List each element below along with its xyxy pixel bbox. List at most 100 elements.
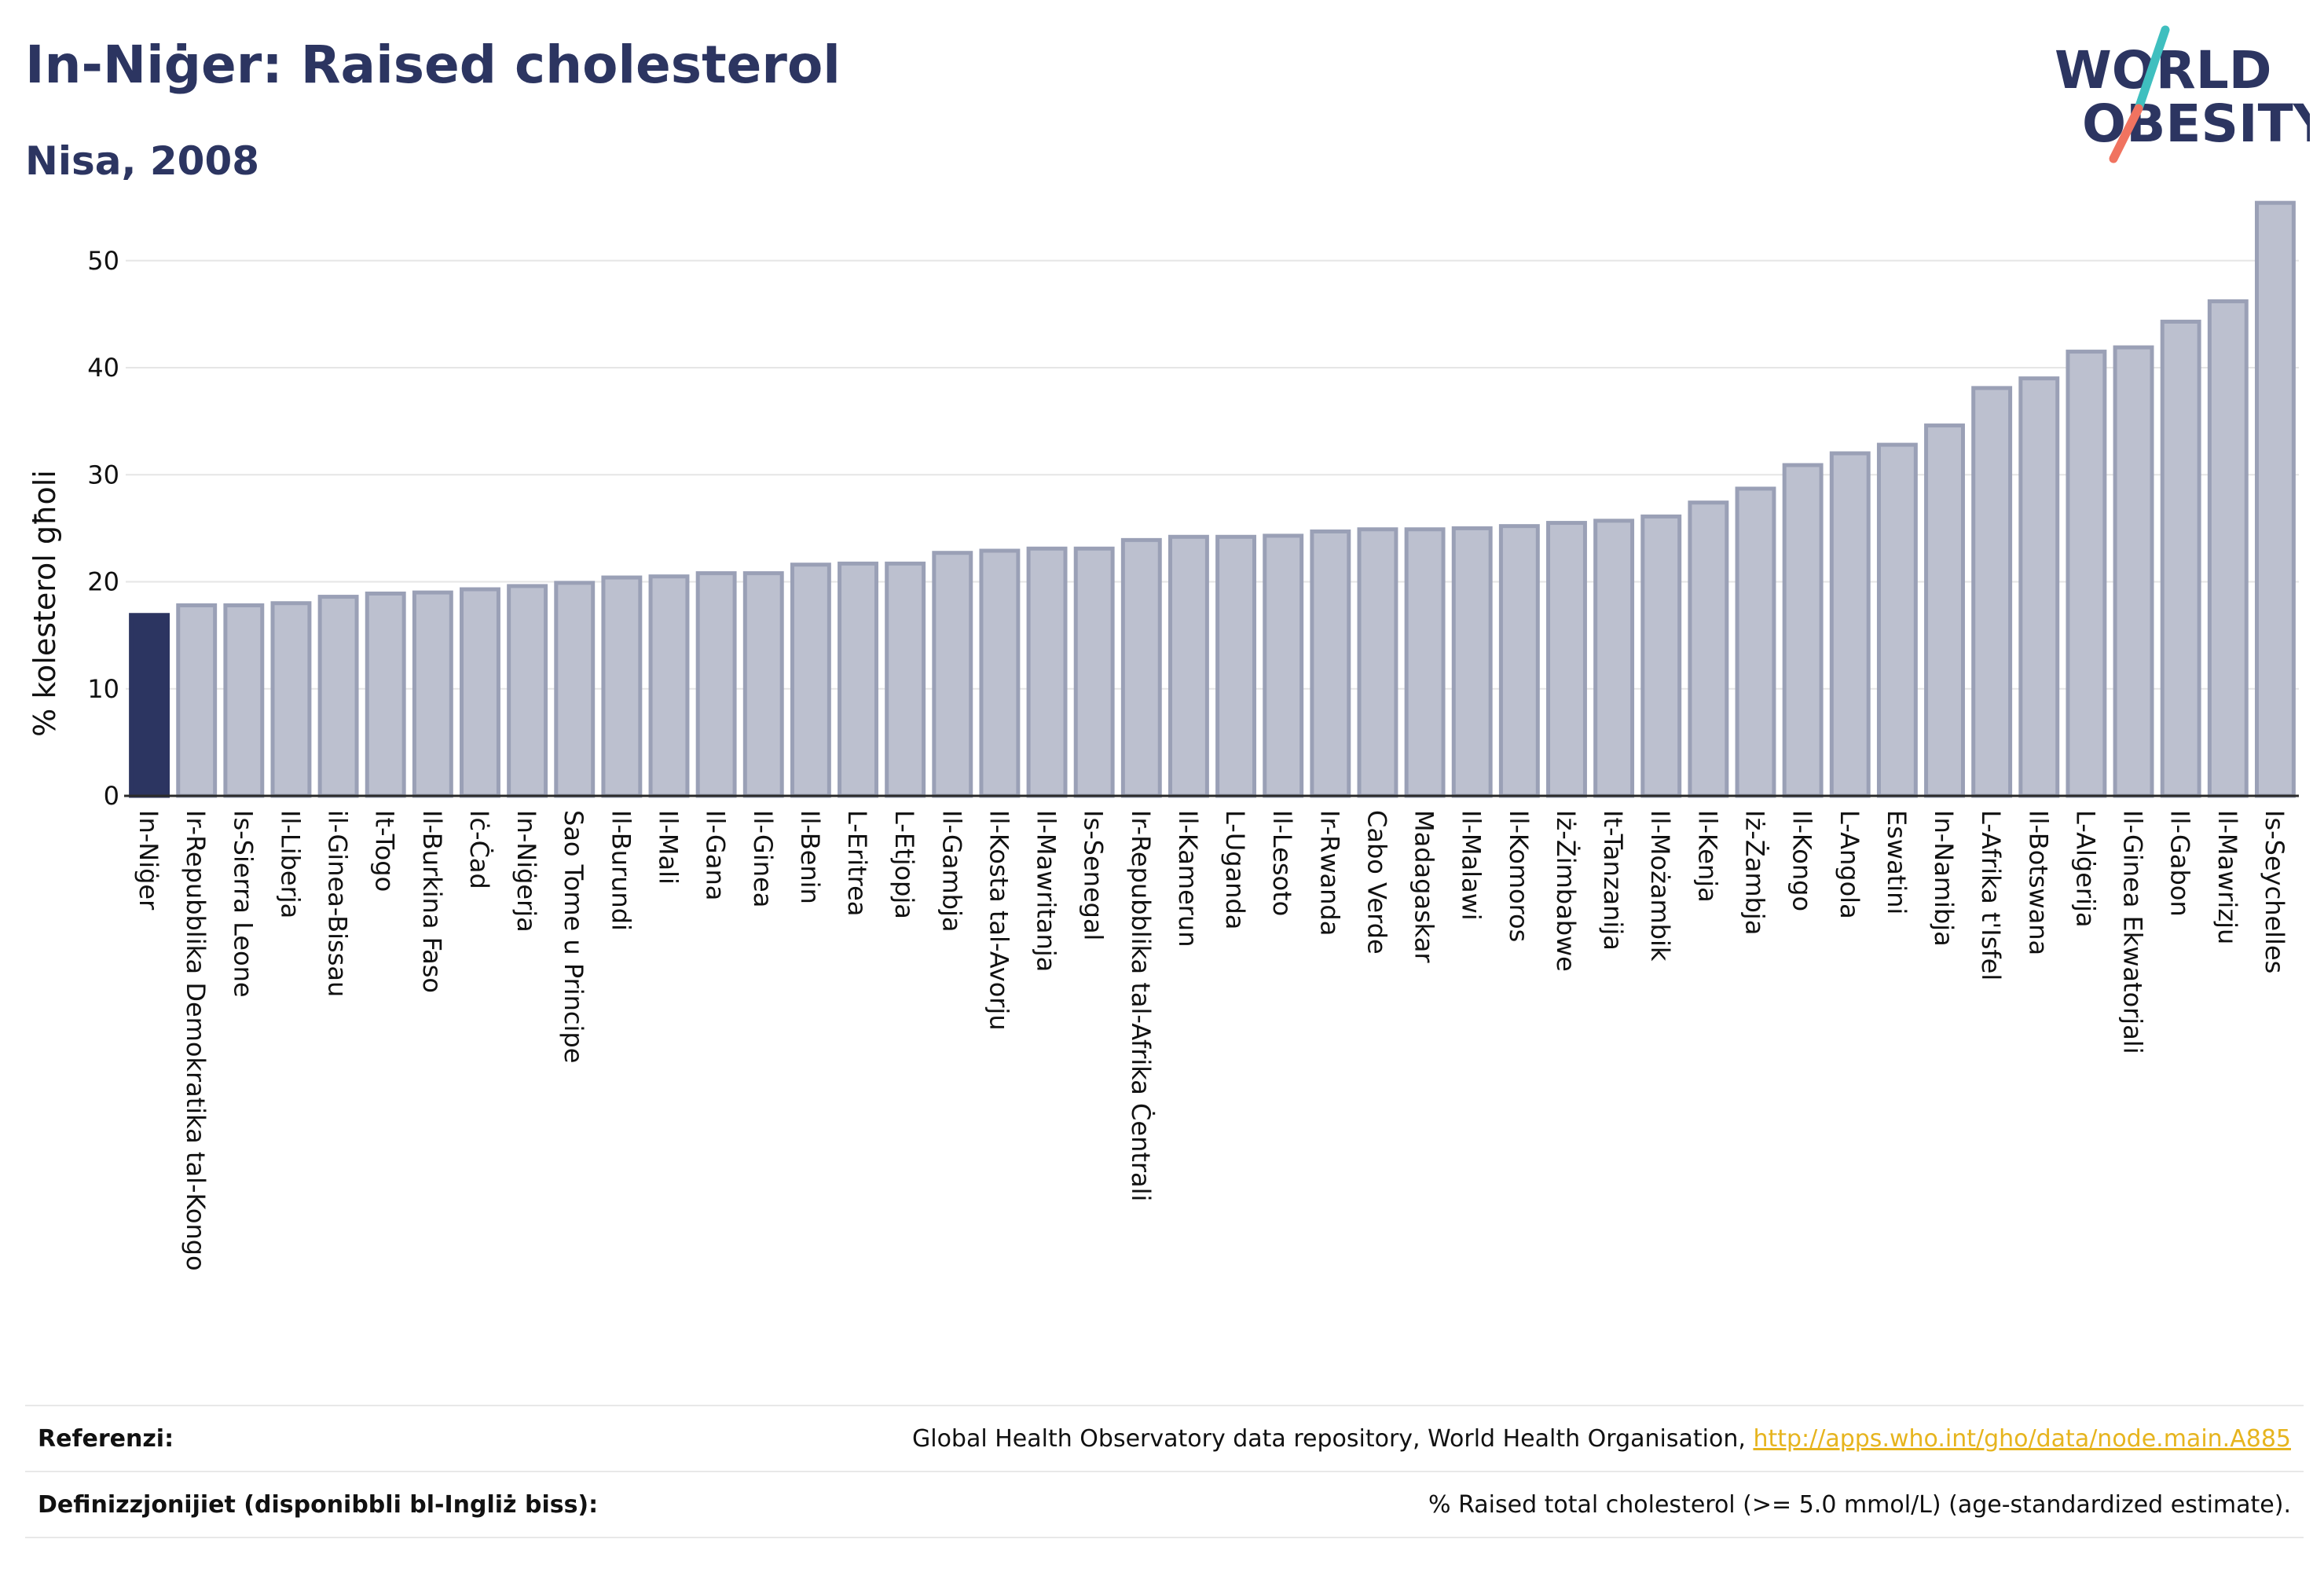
bar[interactable] <box>885 561 926 798</box>
x-tick-label: Il-Kosta tal-Avorju <box>984 810 1014 1031</box>
bar[interactable] <box>270 601 312 798</box>
bar-chart: 0 10 20 30 40 50 In-Niġer Ir-Repubblika Demokr… <box>27 200 2299 1271</box>
x-tick-label: Il-Kongo <box>1787 810 1817 911</box>
bar[interactable] <box>979 548 1021 798</box>
x-tick-label: Sao Tome u Principe <box>559 810 588 1063</box>
bar[interactable] <box>2254 200 2296 798</box>
bar[interactable] <box>601 575 643 798</box>
x-tick-label: Il-Komoros <box>1504 810 1534 942</box>
bar[interactable] <box>2160 319 2201 798</box>
bar-layer <box>124 200 2299 798</box>
x-tick-label: Il-Malawi <box>1457 810 1486 921</box>
bar[interactable] <box>507 584 548 798</box>
x-tick-label: Il-Możambik <box>1645 810 1675 962</box>
footer-definitions-row: Definizzjonijiet (disponibbli bl-Ingliż … <box>25 1471 2304 1538</box>
bar[interactable] <box>1310 529 1351 798</box>
bar[interactable] <box>1357 527 1398 798</box>
bar[interactable] <box>1971 386 2013 798</box>
bar[interactable] <box>223 603 265 798</box>
bar[interactable] <box>176 603 218 798</box>
x-tick-label: Madagaskar <box>1409 810 1439 963</box>
bar[interactable] <box>1498 524 1540 798</box>
x-tick-label: Il-Ginea Ekwatorjali <box>2118 810 2148 1054</box>
chart-subtitle: Nisa, 2008 <box>25 138 260 184</box>
x-tick-label: L-Angola <box>1835 810 1864 919</box>
logo-word-world: WORLD <box>2055 40 2272 101</box>
bar[interactable] <box>1451 526 1493 798</box>
x-tick-label: L-Eritrea <box>842 810 872 916</box>
x-tick-label: In-Niġer <box>134 810 163 911</box>
logo-slash-teal <box>2134 25 2170 113</box>
bar[interactable] <box>742 571 784 798</box>
bar[interactable] <box>2066 350 2107 798</box>
bar[interactable] <box>365 591 406 798</box>
x-tick-label: Iż-Żambja <box>1740 810 1770 935</box>
bar[interactable] <box>1876 442 1918 798</box>
bar[interactable] <box>1735 486 1776 798</box>
bar[interactable] <box>695 571 737 798</box>
bar[interactable] <box>460 587 500 798</box>
bar[interactable] <box>1026 546 1068 798</box>
footer-sources-row: Referenzi: Global Health Observatory dat… <box>25 1405 2304 1471</box>
bar[interactable] <box>1167 534 1209 798</box>
y-axis-ticks: 0 10 20 30 40 50 <box>87 246 119 811</box>
bar[interactable] <box>932 551 973 798</box>
x-tick-label: Il-Mali <box>654 810 684 885</box>
x-tick-label: Il-Botswana <box>2023 810 2053 955</box>
bar[interactable] <box>1640 514 1682 798</box>
bar[interactable] <box>554 581 596 798</box>
sources-link[interactable]: http://apps.who.int/gho/data/node.main.A… <box>1753 1424 2291 1453</box>
x-tick-label: Eswatini <box>1882 810 1912 914</box>
sources-label: Referenzi: <box>38 1424 174 1453</box>
world-obesity-logo: WORLD OBESITY <box>2055 25 2310 163</box>
x-tick-label: Ir-Repubblika tal-Afrika Ċentrali <box>1126 810 1156 1201</box>
x-tick-label: Is-Senegal <box>1079 810 1109 940</box>
bar[interactable] <box>1593 519 1635 798</box>
x-tick-label: Cabo Verde <box>1362 810 1391 955</box>
y-tick-label: 0 <box>104 781 119 811</box>
bar[interactable] <box>1073 546 1115 798</box>
x-tick-label: Il-Mawrizju <box>2212 810 2242 944</box>
x-tick-label: Il-Kamerun <box>1173 810 1203 947</box>
x-tick-label: In-Niġerja <box>511 810 541 933</box>
bar[interactable] <box>1263 533 1304 798</box>
x-tick-label: L-Alġerija <box>2070 810 2100 927</box>
bar[interactable] <box>648 574 690 798</box>
bar[interactable] <box>838 561 878 798</box>
bar[interactable] <box>2018 376 2060 798</box>
x-tick-label: Il-Kenja <box>1692 810 1722 903</box>
bar[interactable] <box>1688 500 1729 798</box>
bar[interactable] <box>1924 423 1965 798</box>
x-tick-label: il-Ginea-Bissau <box>323 810 353 997</box>
x-tick-label: Is-Seychelles <box>2260 810 2289 973</box>
y-tick-label: 20 <box>87 567 119 597</box>
bar[interactable] <box>1782 463 1824 798</box>
x-tick-label: It-Tanzanija <box>1598 810 1628 951</box>
x-tick-label: Il-Burkina Faso <box>417 810 447 993</box>
x-tick-label: Il-Burundi <box>606 810 636 931</box>
x-tick-label: L-Etjopja <box>889 810 919 919</box>
x-tick-label: Ir-Repubblika Demokratika tal-Kongo <box>181 810 211 1271</box>
bar[interactable] <box>1120 537 1162 798</box>
x-tick-label: Ir-Rwanda <box>1314 810 1344 936</box>
bar[interactable] <box>1829 451 1871 798</box>
bar[interactable] <box>2207 299 2249 798</box>
bar[interactable] <box>412 590 453 798</box>
bar[interactable] <box>317 595 359 798</box>
definitions-label: Definizzjonijiet (disponibbli bl-Ingliż … <box>38 1490 599 1519</box>
bar[interactable] <box>1215 534 1257 798</box>
bar[interactable] <box>1404 527 1446 798</box>
y-tick-label: 50 <box>87 246 119 276</box>
x-tick-label: Is-Sierra Leone <box>228 810 258 998</box>
x-tick-label: Il-Mawritanja <box>1032 810 1061 972</box>
x-tick-label: It-Togo <box>370 810 400 892</box>
bar[interactable] <box>790 563 831 798</box>
bar[interactable] <box>2113 345 2154 798</box>
x-axis-labels: In-Niġer Ir-Repubblika Demokratika tal-Ko… <box>134 810 2289 1271</box>
bar[interactable] <box>129 613 170 798</box>
logo-slash-coral <box>2109 104 2143 163</box>
y-tick-label: 40 <box>87 353 119 383</box>
x-tick-label: Il-Gabon <box>2165 810 2195 917</box>
x-tick-label: Il-Gambja <box>937 810 966 932</box>
bar[interactable] <box>1546 521 1587 798</box>
